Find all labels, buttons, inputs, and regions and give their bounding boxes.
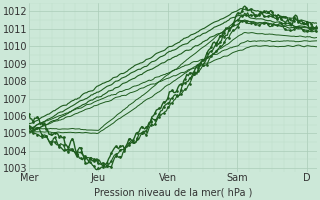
X-axis label: Pression niveau de la mer( hPa ): Pression niveau de la mer( hPa )	[94, 187, 252, 197]
